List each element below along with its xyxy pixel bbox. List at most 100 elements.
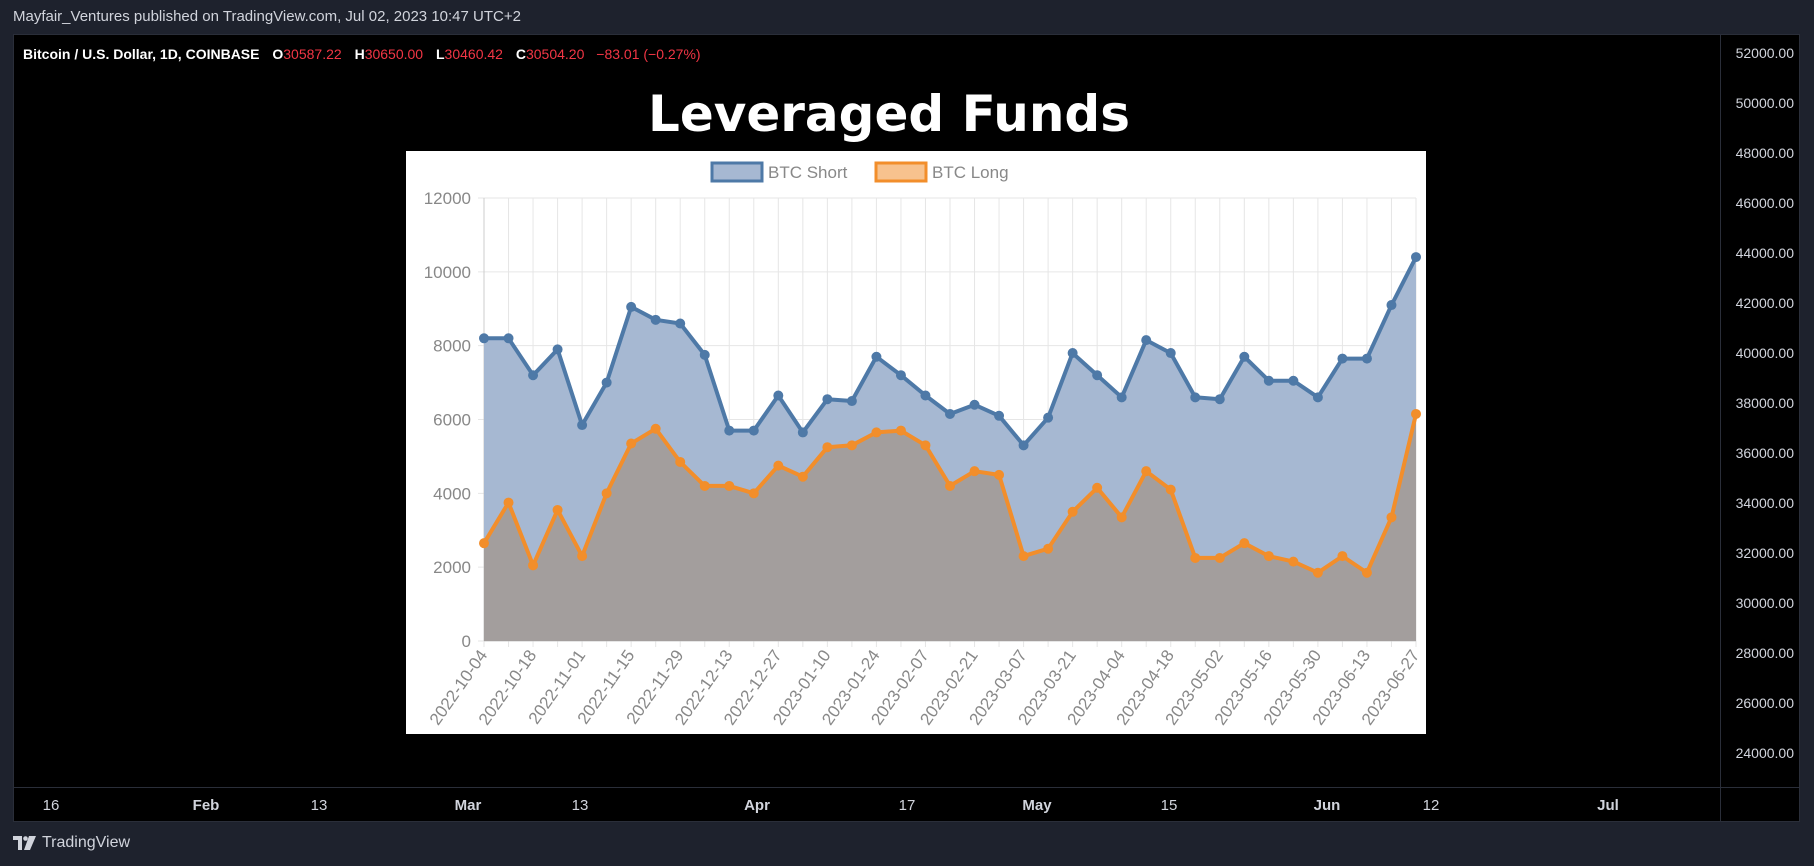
data-point bbox=[797, 427, 808, 438]
low-label: L bbox=[435, 46, 445, 62]
low-value: 30460.42 bbox=[444, 46, 503, 62]
data-point bbox=[479, 333, 489, 344]
data-point bbox=[1239, 538, 1250, 549]
data-point bbox=[822, 442, 833, 453]
data-point bbox=[1337, 551, 1348, 562]
data-point bbox=[724, 425, 735, 436]
high-value: 30650.00 bbox=[364, 46, 424, 62]
data-point bbox=[1263, 551, 1274, 562]
chart-legend: BTC Short BTC Long bbox=[710, 161, 1009, 183]
data-point bbox=[528, 560, 539, 571]
data-point bbox=[895, 370, 906, 381]
high-label: H bbox=[354, 46, 365, 62]
data-point bbox=[1411, 408, 1421, 419]
footer-bar: TradingView bbox=[0, 822, 1814, 866]
data-point bbox=[650, 423, 661, 434]
price-plot-area[interactable]: Bitcoin / U.S. Dollar, 1D, COINBASE O305… bbox=[14, 35, 1720, 787]
data-point bbox=[773, 390, 784, 401]
price-tick: 50000.00 bbox=[1735, 95, 1794, 111]
price-tick: 32000.00 bbox=[1735, 545, 1794, 561]
data-point bbox=[994, 469, 1005, 480]
data-point bbox=[1337, 353, 1348, 364]
time-tick: May bbox=[1022, 797, 1052, 814]
data-point bbox=[797, 471, 808, 482]
data-point bbox=[945, 480, 955, 491]
tradingview-logo[interactable]: TradingView bbox=[13, 834, 130, 852]
data-point bbox=[945, 408, 955, 419]
time-tick: Jun bbox=[1313, 797, 1341, 814]
x-axis-ticks: 2022-10-042022-10-182022-11-012022-11-15… bbox=[426, 646, 1423, 728]
price-tick: 26000.00 bbox=[1735, 695, 1794, 711]
axis-corner bbox=[1720, 787, 1800, 822]
data-point bbox=[552, 504, 563, 515]
price-tick: 42000.00 bbox=[1735, 295, 1794, 311]
price-tick: 30000.00 bbox=[1735, 595, 1794, 611]
data-point bbox=[1018, 551, 1029, 562]
data-point bbox=[1190, 552, 1201, 563]
data-point bbox=[503, 497, 514, 508]
price-tick: 36000.00 bbox=[1735, 445, 1794, 461]
data-point bbox=[920, 440, 931, 451]
price-axis[interactable]: 52000.00 50000.00 48000.00 46000.00 44000.00… bbox=[1720, 35, 1800, 787]
change-value: −83.01 (−0.27%) bbox=[596, 46, 701, 62]
data-point bbox=[1288, 556, 1299, 567]
data-point bbox=[822, 394, 833, 405]
data-point bbox=[1092, 370, 1103, 381]
price-tick: 40000.00 bbox=[1735, 345, 1794, 361]
data-point bbox=[601, 377, 612, 388]
data-point bbox=[1288, 375, 1299, 386]
data-point bbox=[773, 460, 784, 471]
close-label: C bbox=[515, 46, 526, 62]
data-point bbox=[675, 318, 686, 329]
chart-frame[interactable]: Bitcoin / U.S. Dollar, 1D, COINBASE O305… bbox=[13, 34, 1800, 822]
time-tick: 13 bbox=[571, 797, 589, 814]
data-point bbox=[479, 538, 489, 549]
time-tick: Mar bbox=[454, 797, 482, 814]
data-point bbox=[748, 488, 759, 499]
data-point bbox=[503, 333, 514, 344]
data-point bbox=[1067, 506, 1078, 517]
data-point bbox=[1190, 392, 1201, 403]
price-tick: 38000.00 bbox=[1735, 395, 1794, 411]
data-point bbox=[871, 427, 882, 438]
data-point bbox=[724, 480, 735, 491]
data-point bbox=[699, 349, 710, 360]
legend-label: BTC Short bbox=[768, 163, 848, 182]
time-tick: 15 bbox=[1160, 797, 1178, 814]
data-point bbox=[1386, 300, 1397, 311]
time-tick: Feb bbox=[192, 797, 220, 814]
data-point bbox=[920, 390, 931, 401]
series-area bbox=[484, 414, 1416, 641]
open-label: O bbox=[272, 46, 284, 62]
price-tick: 44000.00 bbox=[1735, 245, 1794, 261]
data-point bbox=[895, 425, 906, 436]
data-point bbox=[871, 351, 882, 362]
time-tick: Apr bbox=[744, 797, 770, 814]
symbol-legend[interactable]: Bitcoin / U.S. Dollar, 1D, COINBASE O305… bbox=[23, 46, 701, 62]
time-tick: Jul bbox=[1597, 797, 1619, 814]
price-tick: 46000.00 bbox=[1735, 195, 1794, 211]
open-value: 30587.22 bbox=[283, 46, 342, 62]
data-point bbox=[1116, 392, 1127, 403]
published-text: Mayfair_Ventures published on TradingVie… bbox=[13, 8, 521, 25]
overlay-title: Leveraged Funds bbox=[648, 85, 1130, 143]
data-point bbox=[1214, 394, 1225, 405]
data-point bbox=[1141, 466, 1152, 477]
data-point bbox=[577, 551, 588, 562]
legend-swatch bbox=[710, 161, 764, 183]
data-point bbox=[1361, 567, 1372, 578]
publisher-header: Mayfair_Ventures published on TradingVie… bbox=[0, 0, 1814, 34]
legend-label: BTC Long bbox=[932, 163, 1009, 182]
time-axis[interactable]: 16 Feb 13 Mar 13 Apr 17 May 15 Jun 12 Jul bbox=[14, 787, 1720, 822]
data-point bbox=[1092, 482, 1103, 493]
data-point bbox=[846, 396, 857, 407]
time-tick: 13 bbox=[310, 797, 328, 814]
time-tick: 12 bbox=[1422, 797, 1440, 814]
y-tick-label: 10000 bbox=[424, 263, 471, 282]
price-tick: 28000.00 bbox=[1735, 645, 1794, 661]
data-point bbox=[675, 456, 686, 467]
data-point bbox=[1165, 484, 1176, 495]
legend-swatch bbox=[874, 161, 928, 183]
tradingview-brand: TradingView bbox=[42, 834, 131, 851]
symbol-name: Bitcoin / U.S. Dollar, 1D, COINBASE bbox=[23, 46, 260, 62]
